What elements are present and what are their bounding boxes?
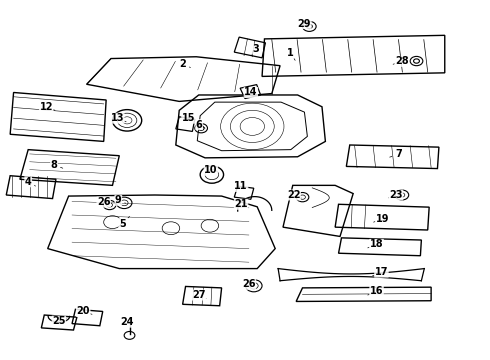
Text: 29: 29	[298, 18, 311, 28]
Text: 6: 6	[196, 120, 205, 130]
Text: 15: 15	[182, 113, 195, 123]
Text: 4: 4	[25, 177, 35, 187]
Text: 17: 17	[373, 267, 388, 277]
Text: 27: 27	[192, 290, 206, 300]
Text: 1: 1	[287, 48, 295, 60]
Text: 18: 18	[368, 239, 383, 249]
Text: 13: 13	[111, 113, 126, 123]
Text: 12: 12	[40, 102, 55, 112]
Text: 21: 21	[234, 199, 248, 209]
Text: 26: 26	[97, 197, 110, 207]
Text: 5: 5	[119, 216, 129, 229]
Text: 10: 10	[204, 165, 218, 175]
Text: 20: 20	[76, 306, 92, 316]
Text: 22: 22	[287, 190, 301, 200]
Text: 3: 3	[251, 44, 260, 56]
Text: 11: 11	[234, 181, 248, 192]
Text: 8: 8	[50, 159, 63, 170]
Text: 16: 16	[368, 287, 383, 296]
Text: 19: 19	[374, 213, 389, 224]
Text: 26: 26	[242, 279, 256, 289]
Text: 24: 24	[121, 317, 134, 327]
Text: 7: 7	[390, 149, 402, 159]
Text: 14: 14	[244, 87, 258, 98]
Text: 23: 23	[389, 190, 403, 200]
Text: 2: 2	[180, 59, 191, 68]
Text: 25: 25	[52, 316, 66, 326]
Text: 28: 28	[393, 57, 409, 66]
Text: 9: 9	[115, 195, 125, 205]
